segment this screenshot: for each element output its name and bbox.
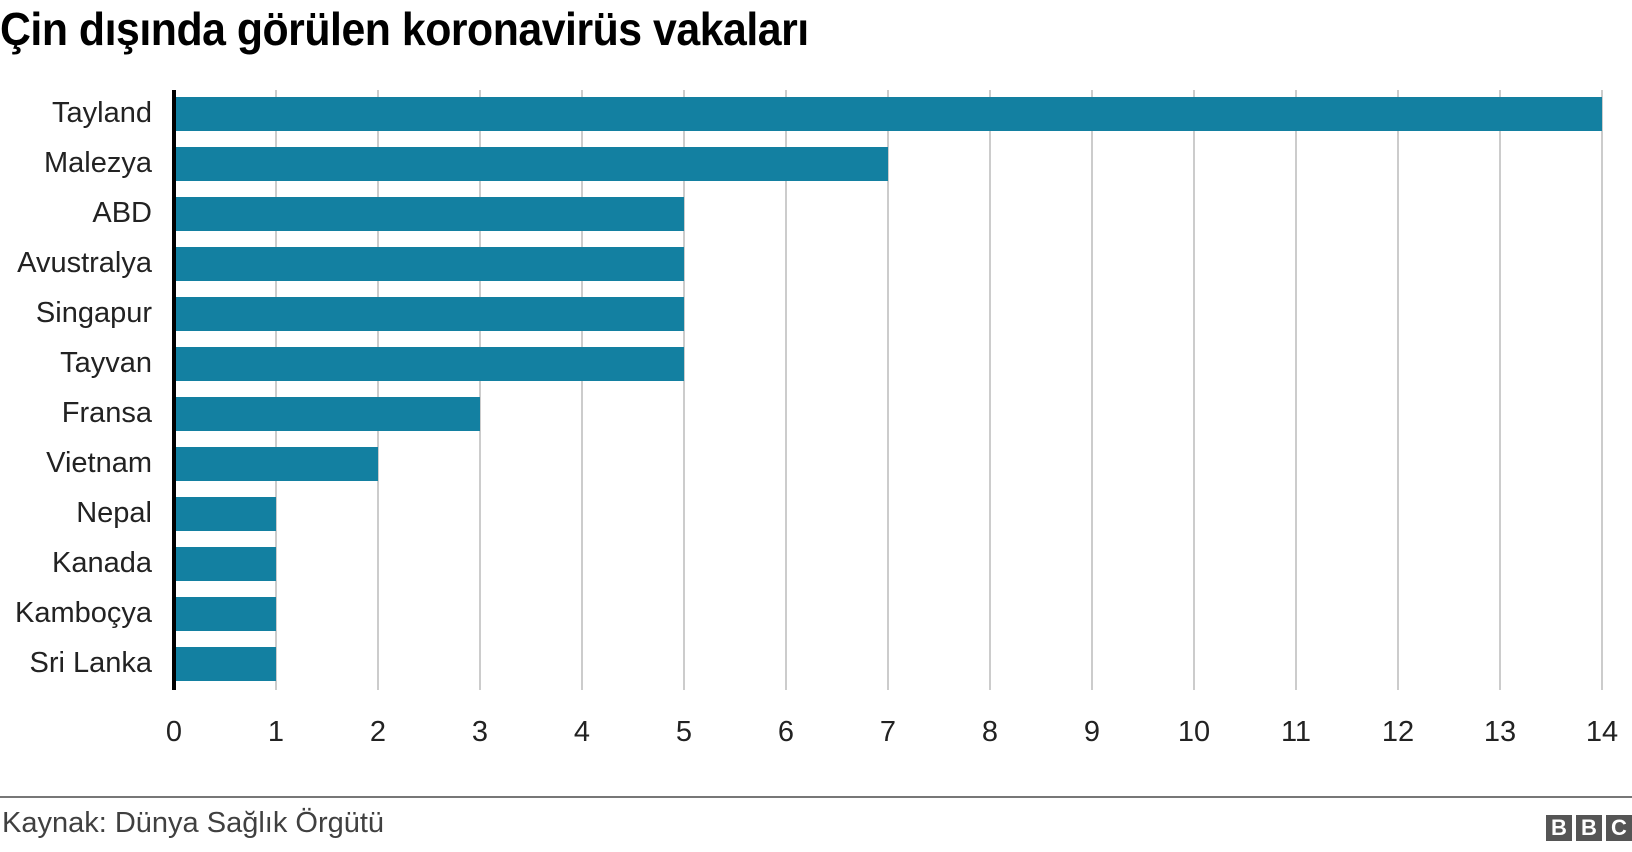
x-tick-label: 7	[879, 716, 897, 748]
x-tick-label: 9	[1083, 716, 1101, 748]
y-axis-line	[172, 90, 176, 690]
x-tick-label: 1	[267, 716, 285, 748]
gridline	[275, 90, 277, 690]
gridline	[1499, 90, 1501, 690]
x-tick-label: 0	[165, 716, 183, 748]
x-tick-label: 10	[1177, 716, 1211, 748]
gridline	[1601, 90, 1603, 690]
gridline	[989, 90, 991, 690]
gridline	[683, 90, 685, 690]
bar	[176, 397, 480, 431]
x-tick-label: 5	[675, 716, 693, 748]
bbc-logo: B B C	[1546, 815, 1632, 841]
category-label: Kanada	[52, 547, 152, 579]
bar	[176, 197, 684, 231]
gridline	[887, 90, 889, 690]
x-tick-label: 13	[1483, 716, 1517, 748]
x-tick-label: 11	[1280, 716, 1312, 748]
gridline	[581, 90, 583, 690]
bar	[176, 347, 684, 381]
bar	[176, 97, 1602, 131]
gridline	[1193, 90, 1195, 690]
category-label: Tayvan	[60, 347, 152, 379]
x-tick-label: 14	[1585, 716, 1619, 748]
category-label: Avustralya	[17, 247, 152, 279]
bar	[176, 297, 684, 331]
category-label: Malezya	[44, 147, 152, 179]
bar	[176, 247, 684, 281]
gridline	[785, 90, 787, 690]
category-label: Kamboçya	[14, 597, 152, 629]
category-label: Singapur	[35, 297, 152, 329]
x-tick-label: 3	[471, 716, 489, 748]
x-tick-label: 8	[981, 716, 999, 748]
category-label: Tayland	[52, 97, 152, 129]
gridline	[1295, 90, 1297, 690]
category-label: Sri Lanka	[29, 647, 152, 679]
footer-divider	[0, 796, 1632, 798]
gridline	[1397, 90, 1399, 690]
source-note: Kaynak: Dünya Sağlık Örgütü	[2, 807, 385, 839]
x-tick-label: 4	[573, 716, 591, 748]
category-label: Nepal	[76, 497, 152, 529]
gridline	[479, 90, 481, 690]
category-label: Fransa	[61, 397, 152, 429]
bar	[176, 597, 276, 631]
bar	[176, 447, 378, 481]
category-label: Vietnam	[46, 447, 152, 479]
bar	[176, 497, 276, 531]
gridline	[1091, 90, 1093, 690]
x-tick-label: 12	[1381, 716, 1415, 748]
logo-letter: B	[1576, 815, 1602, 841]
chart-title: Çin dışında görülen koronavirüs vakaları	[0, 3, 809, 55]
category-label: ABD	[92, 197, 152, 229]
bar	[176, 647, 276, 681]
logo-letter: C	[1606, 815, 1632, 841]
x-tick-label: 2	[369, 716, 387, 748]
logo-letter: B	[1546, 815, 1572, 841]
bar	[176, 547, 276, 581]
x-tick-label: 6	[777, 716, 795, 748]
bar	[176, 147, 888, 181]
gridline	[377, 90, 379, 690]
